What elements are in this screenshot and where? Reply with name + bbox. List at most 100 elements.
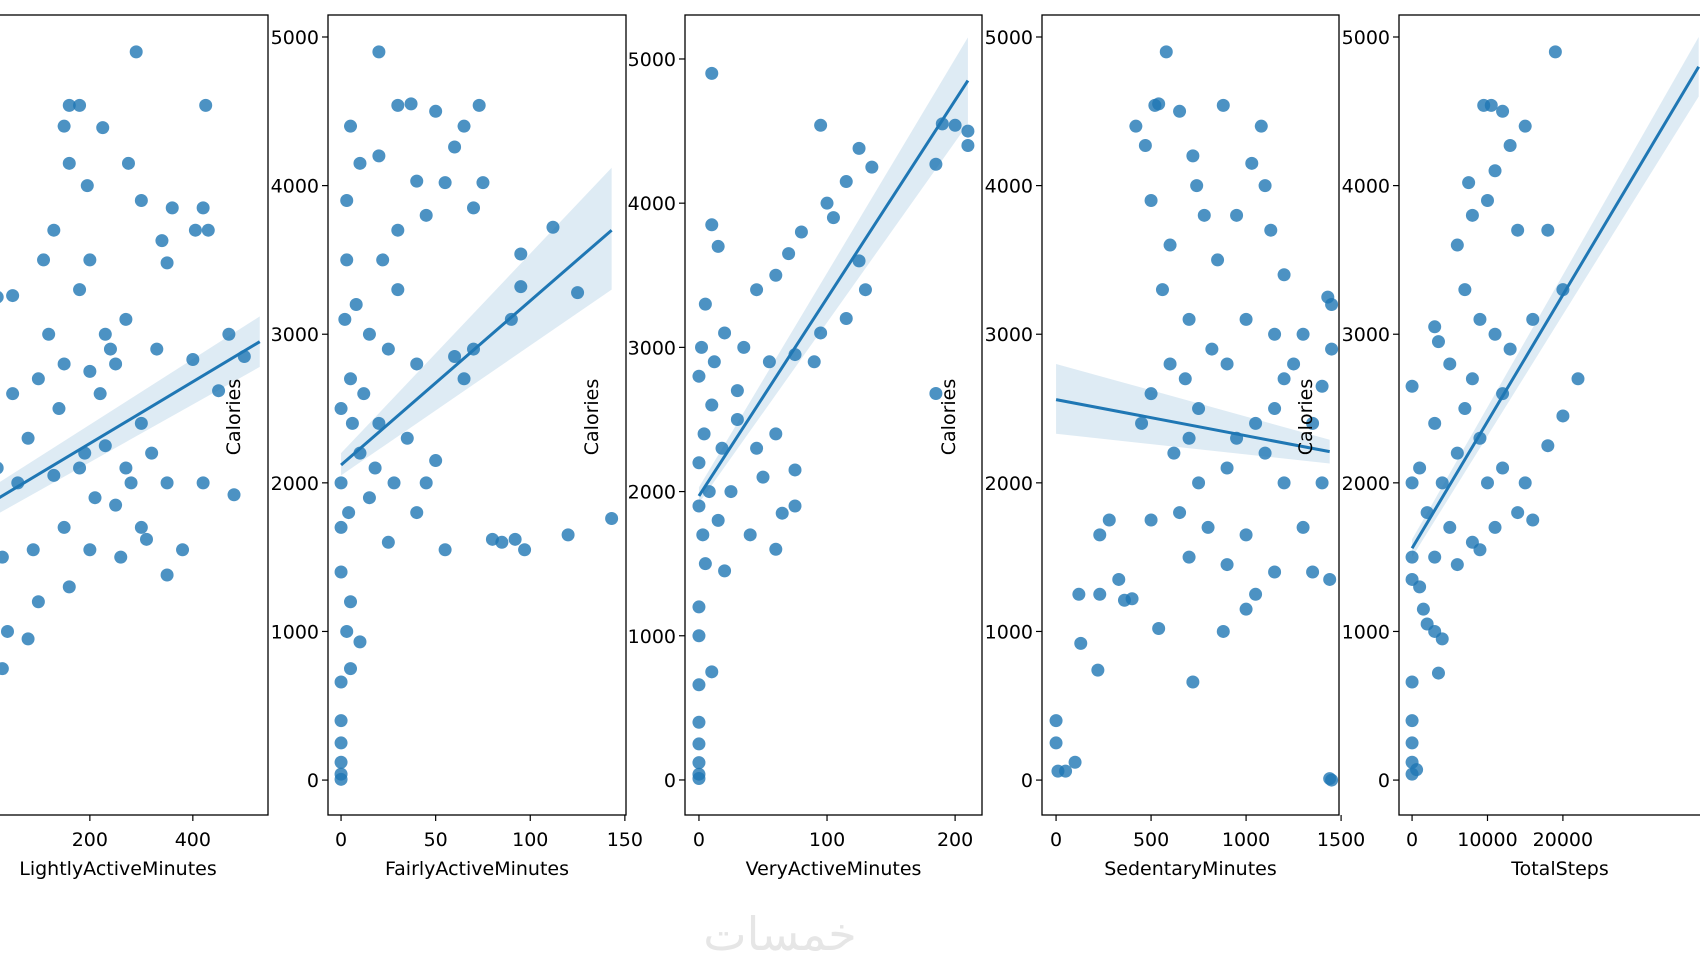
scatter-point <box>1488 164 1502 178</box>
scatter-point <box>52 402 66 416</box>
confidence-band <box>341 167 612 476</box>
y-tick-label: 2000 <box>271 473 319 495</box>
y-tick-label: 2000 <box>1342 473 1390 495</box>
scatter-point <box>1192 476 1206 490</box>
scatter-point <box>119 312 133 326</box>
scatter-point <box>858 283 872 297</box>
y-tick-label: 1000 <box>271 621 319 643</box>
scatter-point <box>1488 327 1502 341</box>
scatter-point <box>762 355 776 369</box>
scatter-point <box>176 543 190 557</box>
scatter-point <box>697 427 711 441</box>
scatter-point <box>476 176 490 190</box>
scatter-point <box>1325 298 1339 312</box>
x-axis-label: TotalSteps <box>1510 858 1609 880</box>
scatter-point <box>1488 520 1502 534</box>
scatter-point <box>80 179 94 193</box>
scatter-point <box>1102 513 1116 527</box>
plot-area <box>334 45 619 786</box>
scatter-point <box>1152 97 1166 111</box>
scatter-point <box>353 156 367 170</box>
scatter-point <box>1129 119 1143 133</box>
x-axis-label: FairlyActiveMinutes <box>385 858 569 880</box>
scatter-point <box>705 66 719 80</box>
scatter-point <box>1496 461 1510 475</box>
scatter-point <box>466 201 480 215</box>
scatter-point <box>1144 513 1158 527</box>
x-tick-label: 20000 <box>1533 829 1593 851</box>
scatter-point <box>692 715 706 729</box>
scatter-point <box>1245 156 1259 170</box>
scatter-point <box>1182 550 1196 564</box>
axes-frame <box>1398 14 1700 816</box>
scatter-point <box>1201 520 1215 534</box>
scatter-point <box>429 104 443 118</box>
scatter-point <box>62 98 76 112</box>
scatter-point <box>357 387 371 401</box>
scatter-point <box>340 193 354 207</box>
y-tick-label: 3000 <box>271 324 319 346</box>
y-tick-label: 0 <box>307 770 319 792</box>
scatter-point <box>404 97 418 111</box>
scatter-point <box>1450 238 1464 252</box>
y-tick-label: 0 <box>664 770 676 792</box>
scatter-point <box>692 678 706 692</box>
scatter-point <box>814 326 828 340</box>
scatter-point <box>334 736 348 750</box>
scatter-point <box>929 157 943 171</box>
scatter-point <box>692 369 706 383</box>
x-axis-label: SedentaryMinutes <box>1104 858 1276 880</box>
scatter-point <box>457 119 471 133</box>
scatter-point <box>1511 506 1525 520</box>
scatter-point <box>42 327 56 341</box>
regression-line <box>697 79 970 497</box>
scatter-point <box>1239 528 1253 542</box>
scatter-point <box>769 427 783 441</box>
scatter-point <box>730 384 744 398</box>
x-tick-label: 50 <box>424 829 448 851</box>
y-tick-label: 2000 <box>985 473 1033 495</box>
scatter-point <box>1216 624 1230 638</box>
scatter-point <box>1186 675 1200 689</box>
y-axis-label: Calories <box>581 379 603 456</box>
scatter-point <box>1091 663 1105 677</box>
scatter-point <box>1315 379 1329 393</box>
scatter-point <box>1428 550 1442 564</box>
scatter-point <box>0 624 14 638</box>
scatter-point <box>737 340 751 354</box>
scatter-point <box>1465 372 1479 386</box>
scatter-point <box>1268 402 1282 416</box>
scatter-point <box>1443 357 1457 371</box>
scatter-point <box>775 506 789 520</box>
scatter-point <box>344 372 358 386</box>
scatter-point <box>1220 357 1234 371</box>
scatter-point <box>6 289 20 303</box>
scatter-point <box>47 468 61 482</box>
scatter-point <box>1163 238 1177 252</box>
scatter-point <box>715 441 729 455</box>
scatter-point <box>1197 208 1211 222</box>
scatter-point <box>1548 45 1562 59</box>
scatter-point <box>83 364 97 378</box>
scatter-point <box>692 772 706 786</box>
scatter-point <box>1059 764 1073 778</box>
scatter-point <box>961 124 975 138</box>
scatter-point <box>794 225 808 239</box>
y-axis-label: Calories <box>938 379 960 456</box>
x-tick-label: 500 <box>1133 829 1169 851</box>
scatter-point <box>1458 283 1472 297</box>
plot-area <box>1405 36 1700 781</box>
scatter-point <box>196 201 210 215</box>
scatter-point <box>62 156 76 170</box>
scatter-point <box>1216 98 1230 112</box>
scatter-point <box>518 543 532 557</box>
scatter-point <box>438 543 452 557</box>
scatter-point <box>788 463 802 477</box>
scatter-point <box>114 550 128 564</box>
scatter-point <box>705 665 719 679</box>
x-tick-label: 0 <box>1406 829 1418 851</box>
scatter-point <box>6 387 20 401</box>
scatter-point <box>1173 104 1187 118</box>
scatter-point <box>334 402 348 416</box>
scatter-point <box>826 211 840 225</box>
